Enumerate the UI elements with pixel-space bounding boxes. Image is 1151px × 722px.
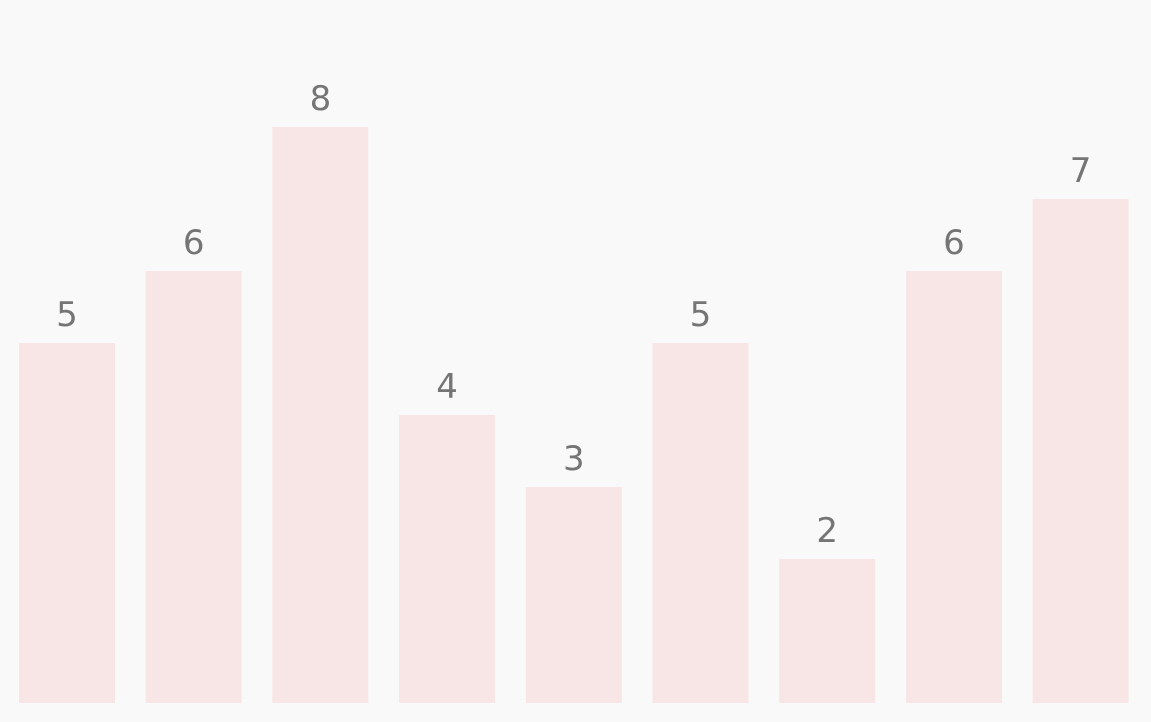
bar-3 xyxy=(272,127,369,703)
bar-value-label-7: 2 xyxy=(816,511,838,551)
bar-9 xyxy=(1032,199,1129,703)
bar-6 xyxy=(652,343,749,703)
bar-value-label-9: 7 xyxy=(1070,151,1092,191)
bar-value-label-2: 6 xyxy=(183,223,205,263)
bar-7 xyxy=(779,559,876,703)
bars-group xyxy=(19,127,1129,703)
bar-1 xyxy=(19,343,115,703)
bar-2 xyxy=(145,271,242,703)
bar-value-label-5: 3 xyxy=(563,439,585,479)
bar-value-label-8: 6 xyxy=(943,223,965,263)
bar-value-label-6: 5 xyxy=(690,295,712,335)
bar-value-label-1: 5 xyxy=(56,295,78,335)
bar-4 xyxy=(399,415,496,703)
bar-5 xyxy=(525,487,622,703)
bar-value-label-3: 8 xyxy=(310,79,332,119)
bar-value-label-4: 4 xyxy=(436,367,458,407)
value-labels-group: 5 6 8 4 3 5 2 6 7 xyxy=(56,79,1091,551)
bar-8 xyxy=(905,271,1002,703)
